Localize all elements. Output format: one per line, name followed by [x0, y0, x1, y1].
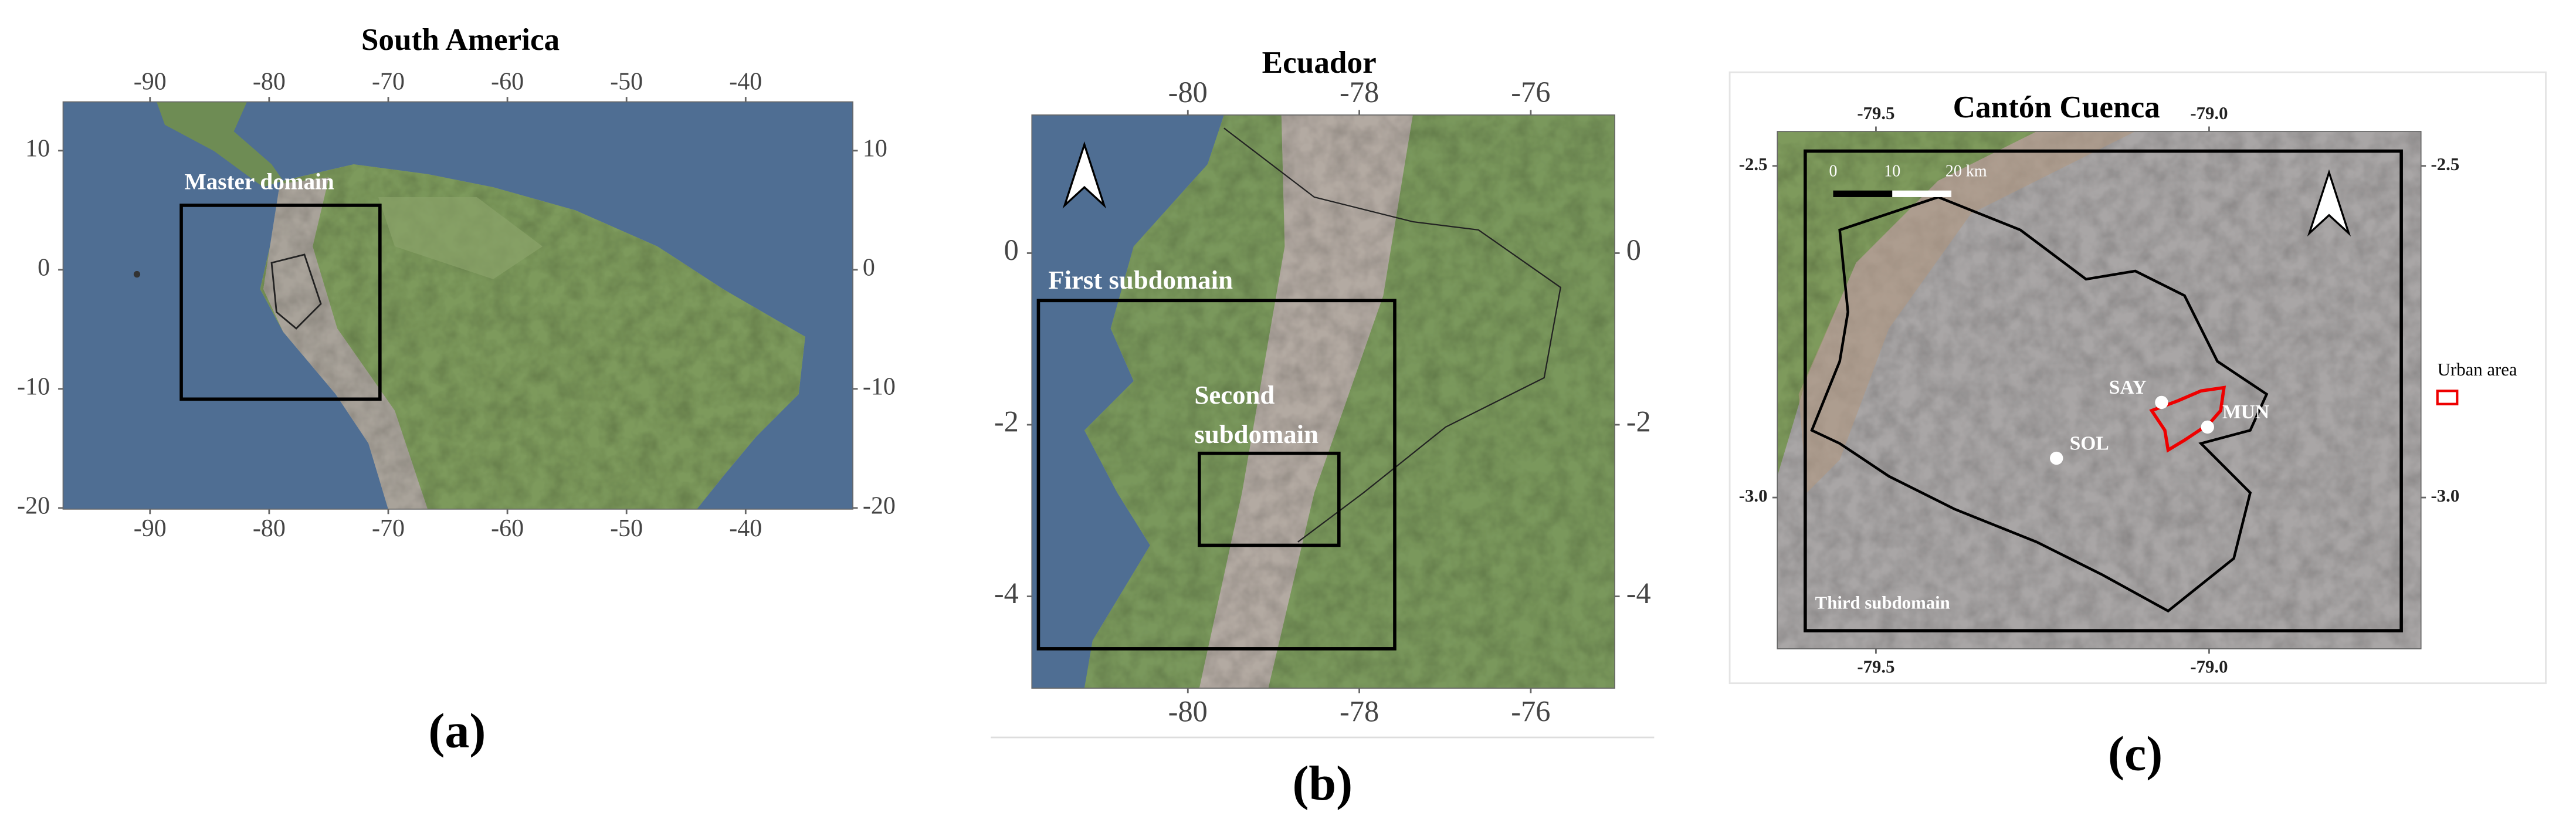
y-tick-label: -2 — [994, 405, 1019, 438]
panel-title: Ecuador — [1262, 45, 1377, 80]
panel-title: Cantón Cuenca — [1953, 90, 2160, 124]
y-tick-label: -2.5 — [2431, 154, 2460, 174]
x-tick-label: -40 — [729, 68, 762, 95]
panel-label: (b) — [1292, 756, 1353, 811]
x-tick-label: -78 — [1340, 695, 1379, 727]
box-label: subdomain — [1194, 419, 1318, 449]
y-tick-label: -20 — [17, 492, 50, 519]
box-label: Master domain — [185, 170, 334, 195]
panel-title: South America — [361, 22, 560, 57]
legend-swatch — [2436, 390, 2459, 405]
x-tick-label: -80 — [253, 68, 286, 95]
y-tick-label: 10 — [863, 135, 887, 162]
x-tick-label: -80 — [1168, 695, 1208, 727]
scale-label: 0 — [1829, 162, 1837, 180]
y-tick-label: 0 — [863, 254, 875, 281]
x-tick-label: -50 — [610, 515, 643, 542]
y-tick-label: -3.0 — [2431, 486, 2460, 506]
x-tick-label: -76 — [1511, 76, 1550, 109]
map-a — [63, 101, 853, 509]
y-tick-label: 0 — [38, 254, 50, 281]
x-tick-label: -50 — [610, 68, 643, 95]
x-tick-label: -40 — [729, 515, 762, 542]
y-tick-label: 10 — [25, 135, 50, 162]
x-tick-label: -80 — [1168, 76, 1208, 109]
panel-label: (a) — [428, 703, 486, 758]
x-tick-label: -78 — [1340, 76, 1379, 109]
y-tick-label: -10 — [17, 373, 50, 400]
panel-c: 0 10 20 km SAY SOL MUN Third subdomain U… — [1728, 71, 2547, 781]
x-tick-label: -70 — [372, 515, 405, 542]
y-tick-label: -20 — [863, 492, 896, 519]
y-tick-label: -10 — [863, 373, 896, 400]
point-label: SAY — [2109, 377, 2147, 398]
x-tick-label: -90 — [134, 68, 167, 95]
box-label: Third subdomain — [1815, 593, 1950, 612]
y-tick-label: 0 — [1626, 233, 1641, 266]
x-tick-label: -79.0 — [2190, 657, 2228, 677]
box-label: Second — [1194, 380, 1275, 409]
scale-label: 20 km — [1945, 162, 1987, 180]
box-label: First subdomain — [1048, 265, 1233, 295]
x-tick-label: -79.0 — [2190, 103, 2228, 123]
map-b — [1032, 114, 1615, 689]
panel-label: (c) — [2108, 727, 2163, 781]
y-tick-label: -4 — [1626, 577, 1651, 610]
legend-label: Urban area — [2438, 360, 2517, 380]
y-tick-label: -2 — [1626, 405, 1651, 438]
y-tick-label: 0 — [1004, 233, 1019, 266]
scale-label: 10 — [1884, 162, 1900, 180]
x-tick-label: -79.5 — [1857, 657, 1894, 677]
x-tick-label: -60 — [491, 515, 524, 542]
y-tick-label: -4 — [994, 577, 1019, 610]
point-label: MUN — [2222, 401, 2269, 423]
point-label: SOL — [2070, 432, 2109, 454]
frame — [1728, 71, 2547, 685]
x-tick-label: -70 — [372, 68, 405, 95]
panel-b: First subdomain Second subdomain Ecuador… — [991, 45, 1655, 811]
panel-a: Master domain South America (a) — [62, 22, 853, 758]
x-tick-label: -80 — [253, 515, 286, 542]
x-tick-label: -76 — [1511, 695, 1550, 727]
x-tick-label: -60 — [491, 68, 524, 95]
y-tick-label: -2.5 — [1739, 154, 1768, 174]
y-tick-label: -3.0 — [1739, 486, 1768, 506]
x-tick-label: -79.5 — [1857, 103, 1894, 123]
x-tick-label: -90 — [134, 515, 167, 542]
